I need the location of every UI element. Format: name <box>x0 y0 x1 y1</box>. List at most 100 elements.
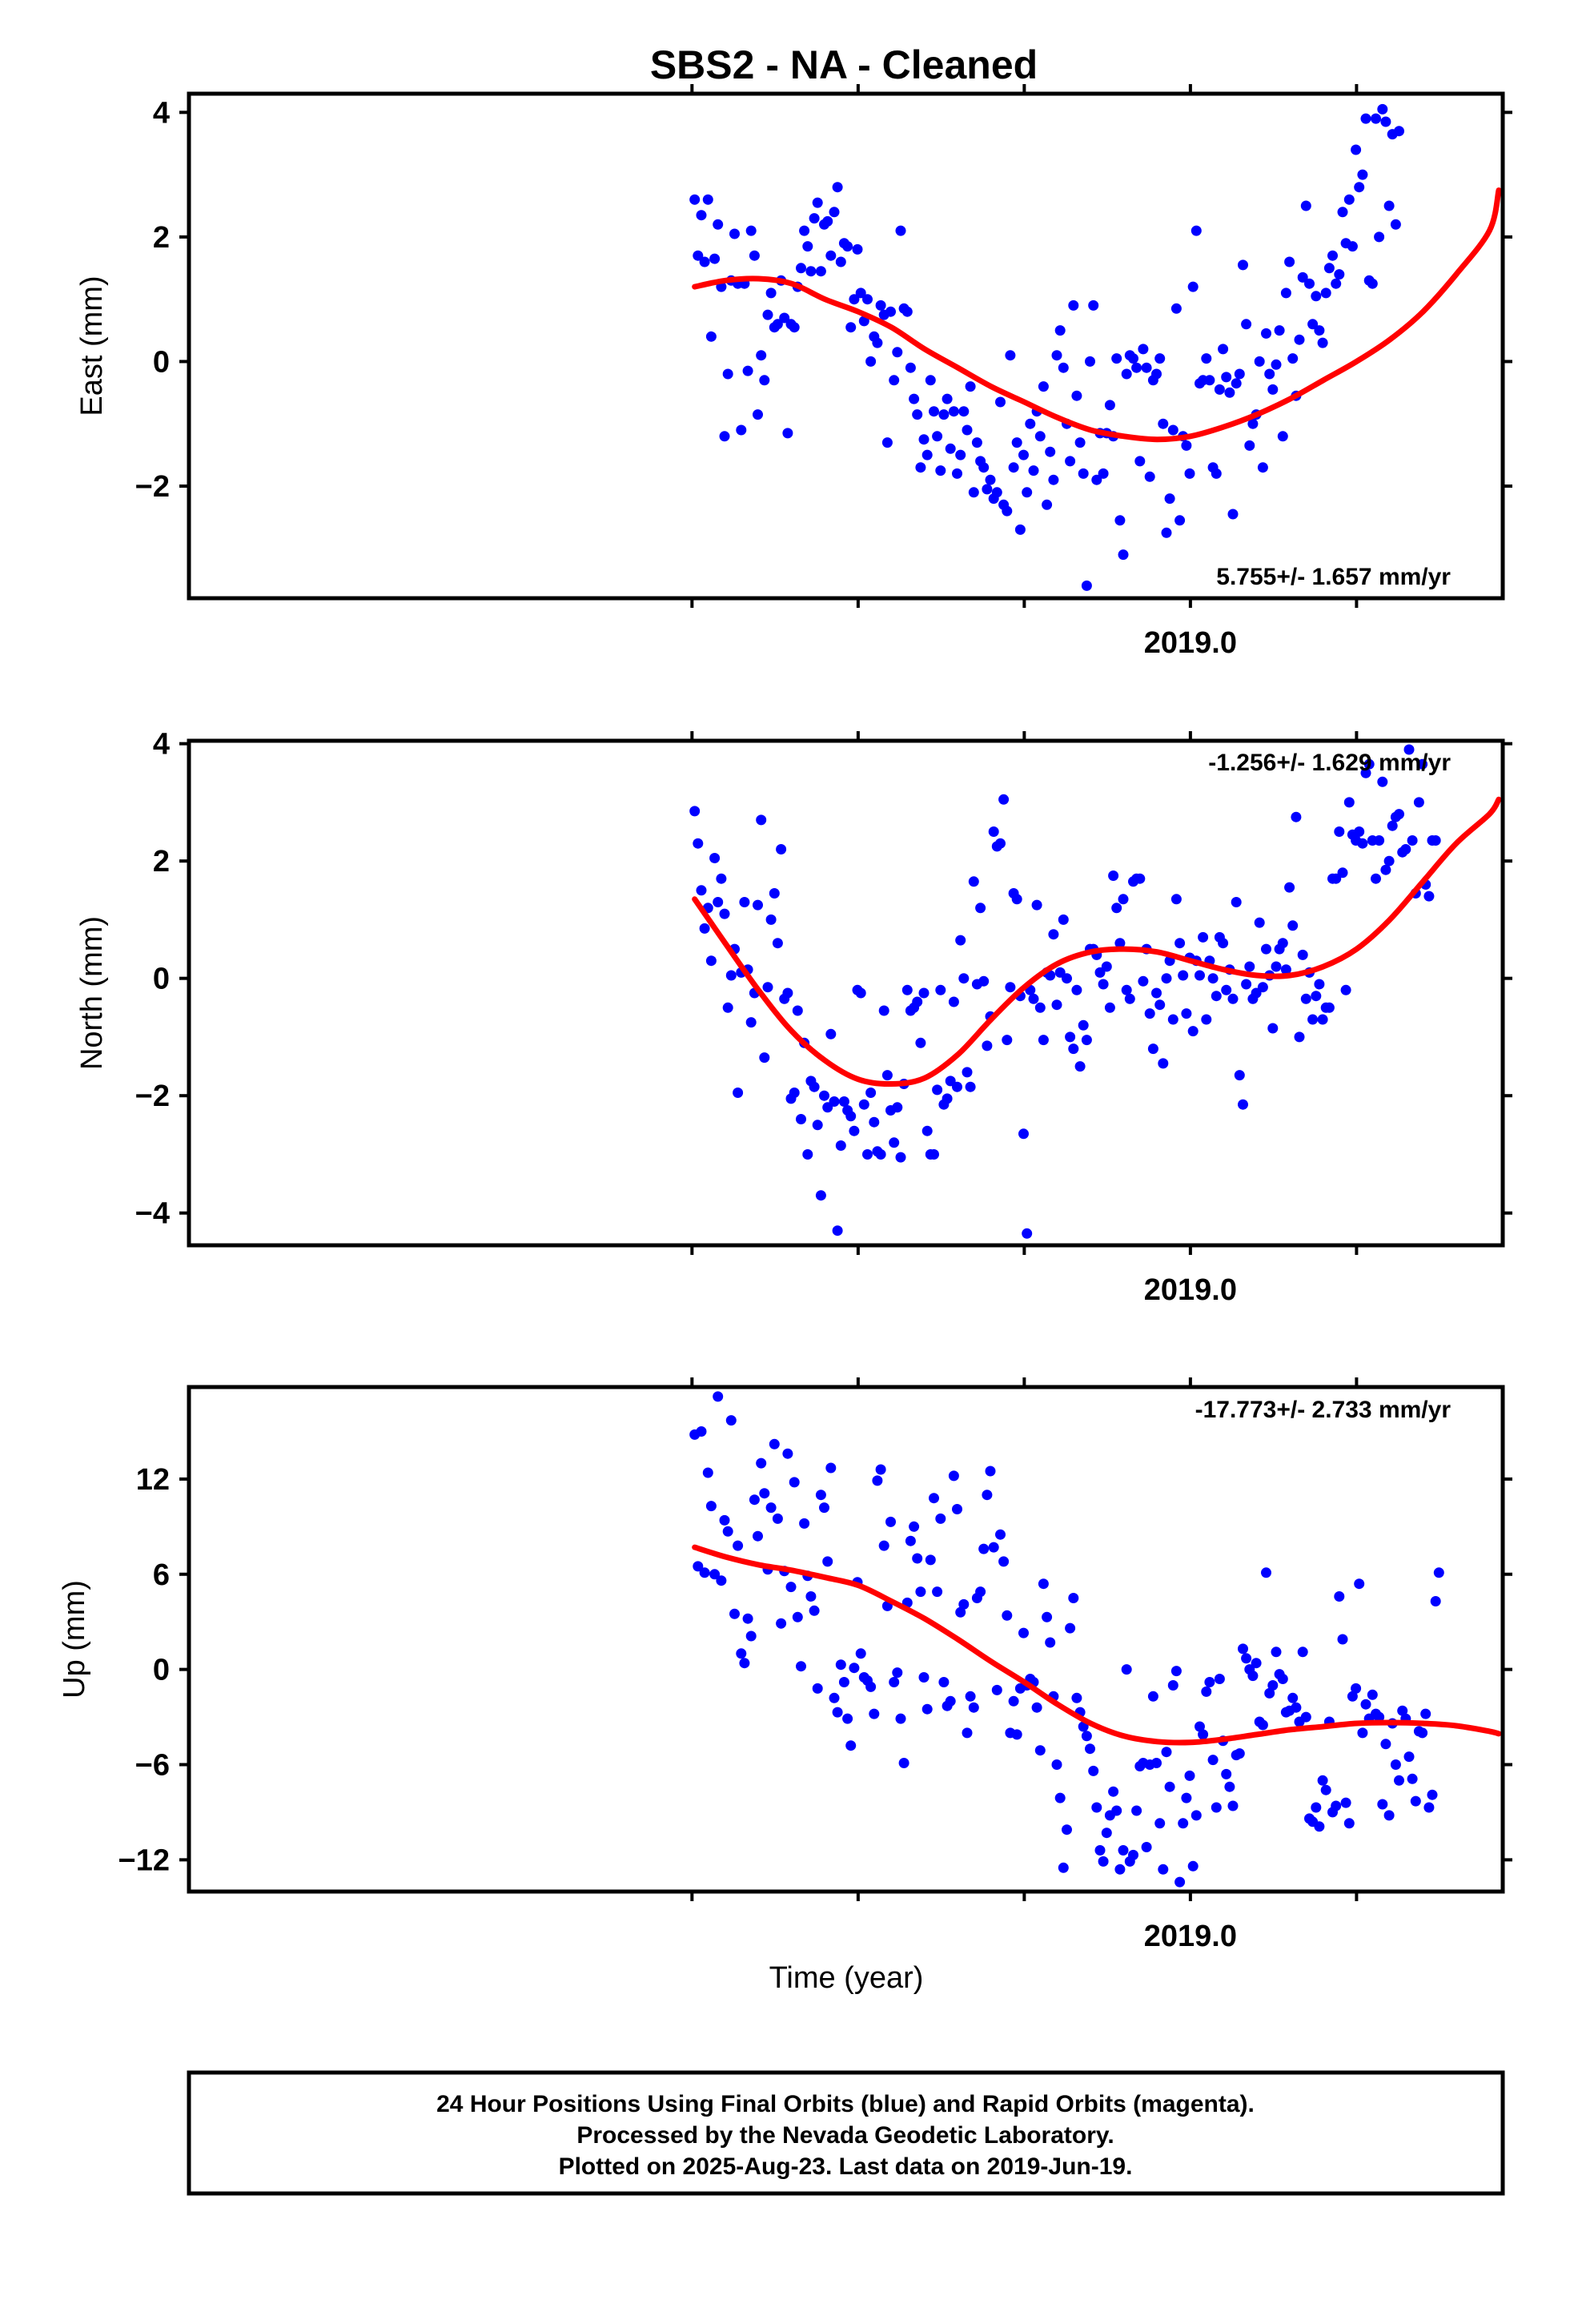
up-data-point <box>765 1502 777 1514</box>
north-ytick-label: 0 <box>153 963 170 996</box>
up-data-point <box>1221 1768 1232 1779</box>
up-data-point <box>985 1466 996 1477</box>
north-data-point <box>1257 982 1268 993</box>
north-data-point <box>1118 894 1129 905</box>
east-data-point <box>1104 400 1115 411</box>
north-data-point <box>1343 797 1355 808</box>
up-data-point <box>745 1630 757 1642</box>
north-data-point <box>1094 967 1106 978</box>
east-ytick-label: 0 <box>153 345 170 379</box>
north-data-point <box>858 1099 869 1110</box>
east-data-point <box>881 437 893 448</box>
north-data-point <box>1018 1128 1029 1140</box>
north-data-point <box>892 1102 903 1113</box>
up-data-point <box>792 1611 803 1622</box>
east-data-point <box>796 263 806 274</box>
east-data-point <box>1300 200 1311 211</box>
north-data-point <box>1114 938 1126 949</box>
up-data-point <box>845 1740 857 1751</box>
up-data-point <box>736 1648 747 1659</box>
up-data-point <box>835 1659 846 1671</box>
east-data-point <box>835 256 846 267</box>
up-data-point <box>1031 1702 1042 1713</box>
up-data-point <box>1147 1691 1158 1702</box>
east-data-point <box>901 306 913 317</box>
up-data-point <box>1164 1781 1175 1792</box>
east-data-point <box>858 316 869 327</box>
north-data-point <box>1170 894 1182 905</box>
north-ytick-label: −4 <box>135 1197 170 1231</box>
up-data-point <box>1161 1747 1172 1758</box>
east-xtick-label: 2019.0 <box>1144 626 1237 660</box>
up-data-point <box>1198 1729 1209 1740</box>
up-rate-label: -17.773+/- 2.733 mm/yr <box>1195 1397 1452 1423</box>
north-fit-line <box>692 796 1502 1088</box>
north-data-point <box>895 1152 906 1163</box>
up-data-point <box>1174 1876 1186 1888</box>
up-data-point <box>1380 1739 1391 1750</box>
north-data-point <box>932 1084 943 1096</box>
north-data-point <box>699 923 710 934</box>
east-data-point <box>1331 278 1342 289</box>
east-data-point <box>1158 418 1169 429</box>
east-data-point <box>978 462 990 473</box>
up-data-point <box>829 1692 840 1703</box>
up-data-point <box>1297 1647 1308 1658</box>
up-data-point <box>1423 1802 1435 1813</box>
east-data-point <box>852 243 863 255</box>
up-data-point <box>709 1569 721 1580</box>
north-data-point <box>1078 1019 1089 1031</box>
up-data-point <box>1347 1691 1358 1702</box>
up-data-point <box>1081 1731 1092 1742</box>
east-data-point <box>1211 468 1222 479</box>
north-data-point <box>762 982 773 993</box>
up-data-point <box>756 1458 767 1469</box>
up-data-point <box>1430 1596 1441 1606</box>
up-data-point <box>759 1488 770 1499</box>
up-data-point <box>1181 1792 1192 1803</box>
north-data-point <box>1357 838 1368 849</box>
east-data-point <box>702 194 713 205</box>
up-data-point <box>965 1691 976 1702</box>
up-data-point <box>935 1513 946 1524</box>
up-data-point <box>1427 1789 1438 1800</box>
north-data-point <box>1221 984 1232 995</box>
east-data-point <box>1111 353 1122 364</box>
east-data-point <box>772 319 783 330</box>
north-data-point <box>1380 864 1391 875</box>
up-data-point <box>782 1448 793 1459</box>
up-data-point <box>799 1518 810 1529</box>
north-data-point <box>962 1067 973 1078</box>
north-data-point <box>958 973 970 984</box>
footer-line-3: Plotted on 2025-Aug-23. Last data on 201… <box>559 2153 1133 2180</box>
north-data-point <box>855 987 866 999</box>
north-data-point <box>819 1090 829 1101</box>
up-data-point <box>1058 1862 1069 1873</box>
up-data-point <box>1204 1677 1215 1687</box>
east-data-point <box>805 266 817 277</box>
north-data-point <box>1048 929 1059 940</box>
east-data-point <box>1138 344 1149 355</box>
east-data-point <box>1002 505 1013 517</box>
up-data-point <box>955 1606 966 1618</box>
east-data-point <box>885 306 896 317</box>
east-data-point <box>765 287 777 299</box>
east-ticks: −2 0 2 4 2019.0 <box>135 84 1512 660</box>
up-data-point <box>1108 1786 1119 1797</box>
east-data-point <box>782 428 793 439</box>
east-data-point <box>929 406 939 417</box>
east-data-point <box>789 322 800 333</box>
north-data-point <box>772 938 783 949</box>
north-data-point <box>1034 1002 1046 1013</box>
up-data-point <box>889 1677 900 1687</box>
up-data-point <box>912 1553 923 1564</box>
east-data-point <box>719 431 730 442</box>
up-data-point <box>1091 1802 1102 1813</box>
up-data-point <box>1277 1674 1288 1684</box>
east-data-point <box>1167 424 1178 436</box>
east-data-point <box>1371 113 1381 124</box>
north-data-point <box>1271 961 1282 972</box>
up-data-point <box>716 1575 727 1586</box>
up-data-point <box>1207 1755 1219 1766</box>
east-data-point <box>736 424 747 436</box>
